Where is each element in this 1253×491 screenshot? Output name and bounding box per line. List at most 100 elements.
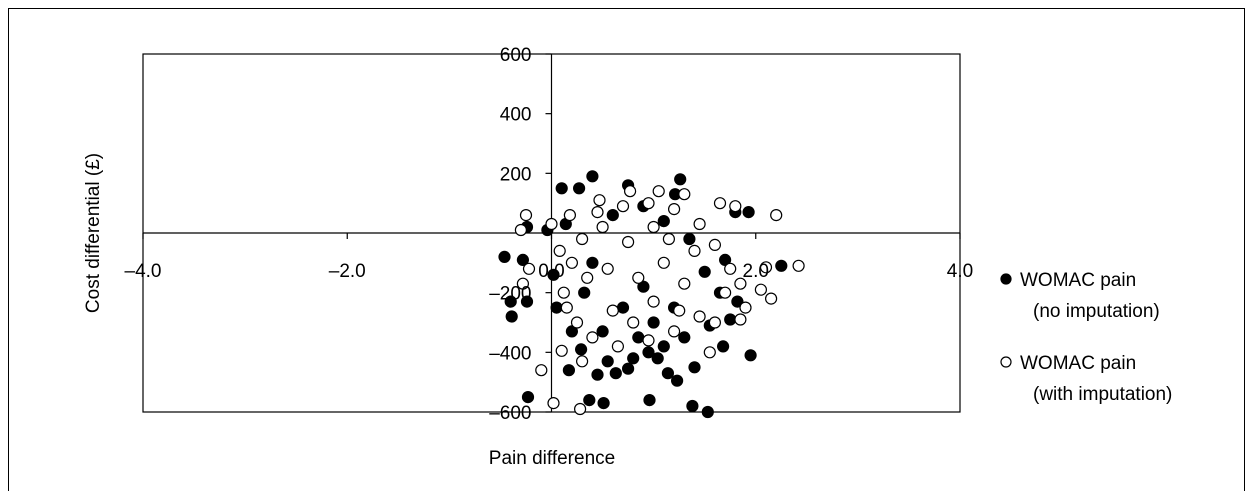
point-with-imputation-12 [703,346,716,359]
point-with-imputation-42 [601,262,614,275]
x-tick-label: –4.0 [125,261,162,282]
point-with-imputation-37 [667,203,681,216]
point-no-imputation-57 [678,331,691,344]
legend-label-with-imputation-line2: (with imputation) [1033,384,1172,405]
point-no-imputation-5 [597,397,610,410]
point-no-imputation-20 [572,182,586,195]
point-with-imputation-51 [662,232,676,246]
point-no-imputation-23 [674,173,687,186]
point-with-imputation-57 [673,304,686,317]
legend-label-no-imputation-line1: WOMAC pain [1020,270,1136,291]
point-no-imputation-58 [586,256,599,269]
point-with-imputation-38 [642,197,655,210]
point-with-imputation-13 [575,355,589,368]
point-no-imputation-6 [670,374,684,387]
point-no-imputation-52 [647,316,660,329]
point-with-imputation-9 [759,261,773,274]
point-with-imputation-31 [667,325,681,338]
point-with-imputation-1 [547,397,560,410]
legend-label-no-imputation-line2: (no imputation) [1033,301,1160,322]
point-with-imputation-19 [563,209,577,222]
y-axis-title: Cost differential (£) [83,153,104,313]
point-with-imputation-20 [593,194,606,207]
point-with-imputation-55 [647,220,660,234]
y-tick-label: 200 [500,164,532,185]
point-with-imputation-14 [555,344,568,357]
point-no-imputation-8 [562,364,576,377]
point-with-imputation-11 [764,292,778,305]
y-tick-label: –200 [489,284,531,305]
point-no-imputation-27 [775,259,788,272]
y-tick-label: –600 [489,403,531,424]
legend-marker-with-imputation [1000,356,1012,368]
point-with-imputation-56 [627,316,640,329]
point-no-imputation-30 [591,368,604,381]
point-no-imputation-55 [627,352,640,365]
point-no-imputation-38 [731,295,744,308]
point-no-imputation-40 [550,301,563,314]
point-with-imputation-8 [792,259,805,272]
point-no-imputation-10 [601,355,614,368]
point-with-imputation-10 [754,283,768,296]
point-no-imputation-3 [643,394,656,407]
x-tick-label: –2.0 [329,261,366,282]
point-with-imputation-33 [718,286,732,299]
point-no-imputation-34 [565,325,579,338]
legend-marker-no-imputation [1000,273,1012,285]
point-with-imputation-0 [535,364,548,377]
point-no-imputation-12 [744,349,757,362]
point-no-imputation-59 [637,280,650,293]
point-no-imputation-1 [583,394,596,407]
point-with-imputation-4 [514,223,528,237]
x-tick-label: 0.0 [538,261,564,282]
point-no-imputation-32 [688,361,701,374]
point-no-imputation-41 [547,268,560,281]
point-with-imputation-24 [545,217,558,231]
point-no-imputation-35 [632,331,645,344]
x-tick-label: 2.0 [743,261,769,282]
x-axis-title: Pain difference [489,448,615,469]
point-no-imputation-0 [701,405,714,419]
point-with-imputation-27 [570,316,584,329]
point-no-imputation-47 [683,232,696,246]
point-no-imputation-28 [642,346,655,359]
point-with-imputation-50 [621,235,635,249]
point-with-imputation-15 [734,313,747,326]
point-no-imputation-4 [686,399,699,413]
point-with-imputation-17 [729,200,742,213]
point-no-imputation-31 [651,352,664,365]
point-with-imputation-26 [557,286,570,299]
point-with-imputation-22 [652,185,665,198]
point-no-imputation-29 [609,367,622,380]
x-tick-label: 4.0 [947,261,973,282]
point-no-imputation-48 [698,265,711,278]
point-with-imputation-6 [516,277,530,290]
point-no-imputation-16 [498,250,511,263]
point-with-imputation-40 [591,206,604,219]
point-no-imputation-54 [596,325,609,338]
point-no-imputation-50 [578,286,591,299]
point-with-imputation-5 [522,262,536,275]
point-no-imputation-26 [742,206,755,219]
point-with-imputation-23 [678,188,691,201]
point-with-imputation-36 [693,217,706,231]
point-with-imputation-18 [713,197,727,210]
point-with-imputation-7 [770,209,783,222]
point-with-imputation-58 [560,301,573,314]
point-no-imputation-9 [621,362,635,375]
point-no-imputation-33 [574,343,588,356]
point-with-imputation-34 [724,262,737,275]
point-with-imputation-39 [616,200,630,213]
point-with-imputation-3 [519,209,533,222]
point-no-imputation-44 [606,209,619,222]
point-with-imputation-44 [657,256,670,269]
point-no-imputation-11 [716,340,730,353]
point-with-imputation-21 [623,185,637,198]
figure-frame [8,8,1245,491]
point-with-imputation-2 [573,402,587,416]
point-with-imputation-53 [708,316,722,329]
point-no-imputation-56 [657,340,670,353]
point-with-imputation-41 [575,232,589,246]
point-with-imputation-45 [678,277,691,290]
point-no-imputation-13 [505,310,518,323]
